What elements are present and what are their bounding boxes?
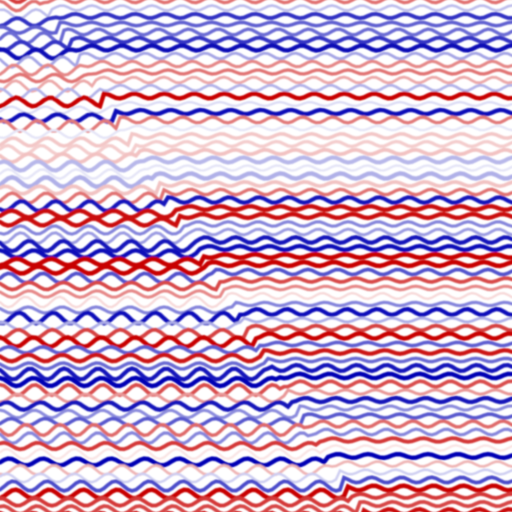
reflector-6 bbox=[0, 27, 512, 46]
reflector-30 bbox=[0, 220, 512, 236]
reflector-41 bbox=[0, 306, 512, 326]
reflector-5 bbox=[0, 20, 512, 35]
reflector-25 bbox=[0, 180, 512, 197]
reflector-32 bbox=[0, 234, 512, 254]
reflector-23 bbox=[0, 164, 512, 180]
reflector-47 bbox=[0, 356, 512, 371]
reflector-62 bbox=[0, 475, 512, 493]
reflector-38 bbox=[0, 284, 512, 299]
reflector-53 bbox=[0, 404, 512, 420]
reflector-24 bbox=[0, 171, 512, 189]
reflector-55 bbox=[0, 419, 512, 438]
reflector-58 bbox=[0, 444, 512, 461]
reflector-52 bbox=[0, 395, 512, 413]
reflector-27 bbox=[0, 195, 512, 214]
reflector-61 bbox=[0, 468, 512, 484]
reflector-4 bbox=[0, 11, 512, 28]
reflector-8 bbox=[0, 43, 512, 61]
reflector-29 bbox=[0, 211, 512, 229]
reflector-43 bbox=[0, 323, 512, 341]
reflector-31 bbox=[0, 227, 512, 245]
reflector-11 bbox=[0, 68, 512, 84]
reflector-49 bbox=[0, 371, 512, 389]
reflector-51 bbox=[0, 388, 512, 404]
reflector-59 bbox=[0, 451, 512, 468]
reflector-64 bbox=[0, 492, 512, 508]
reflector-14 bbox=[0, 91, 512, 110]
reflector-44 bbox=[0, 331, 512, 350]
reflector-57 bbox=[0, 436, 512, 452]
reflector-35 bbox=[0, 259, 512, 276]
reflector-54 bbox=[0, 412, 512, 428]
reflector-60 bbox=[0, 460, 512, 476]
reflector-36 bbox=[0, 267, 512, 285]
reflector-10 bbox=[0, 59, 512, 77]
reflector-2 bbox=[0, 0, 507, 13]
reflector-65 bbox=[0, 499, 512, 512]
reflector-15 bbox=[0, 100, 512, 115]
reflector-3 bbox=[0, 4, 512, 20]
reflector-18 bbox=[0, 124, 512, 140]
reflector-46 bbox=[0, 347, 512, 364]
reflector-28 bbox=[0, 203, 512, 220]
reflector-39 bbox=[0, 291, 512, 309]
reflector-26 bbox=[0, 187, 512, 205]
reflector-37 bbox=[0, 276, 512, 292]
reflector-22 bbox=[0, 155, 512, 173]
reflector-48 bbox=[0, 362, 512, 382]
reflector-19 bbox=[0, 131, 512, 148]
reflector-56 bbox=[0, 427, 512, 445]
reflector-20 bbox=[0, 139, 512, 157]
reflector-63 bbox=[0, 483, 512, 501]
reflector-16 bbox=[0, 107, 512, 125]
reflector-34 bbox=[0, 251, 512, 268]
reflector-21 bbox=[0, 147, 512, 165]
reflector-7 bbox=[0, 35, 512, 53]
reflector-9 bbox=[0, 51, 512, 69]
reflector-45 bbox=[0, 340, 512, 355]
reflector-12 bbox=[0, 75, 512, 93]
